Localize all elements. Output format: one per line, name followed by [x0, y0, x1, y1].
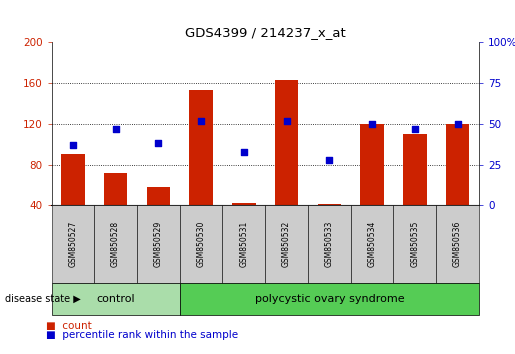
Text: GSM850527: GSM850527 [68, 221, 77, 267]
Text: GSM850530: GSM850530 [197, 221, 205, 268]
Bar [232, 203, 255, 205]
Bar [61, 154, 84, 205]
Text: GSM850528: GSM850528 [111, 221, 120, 267]
Point [197, 118, 205, 124]
Bar [104, 173, 127, 205]
Text: GSM850531: GSM850531 [239, 221, 248, 267]
Point [368, 121, 376, 127]
Bar [318, 204, 341, 205]
Point [111, 126, 119, 132]
Bar [403, 134, 426, 205]
Bar [275, 80, 298, 205]
Text: GSM850535: GSM850535 [410, 221, 419, 268]
Point [154, 141, 163, 146]
Text: ■  count: ■ count [46, 321, 92, 331]
Bar [190, 90, 213, 205]
Text: polycystic ovary syndrome: polycystic ovary syndrome [254, 294, 404, 304]
Text: GSM850529: GSM850529 [154, 221, 163, 267]
Text: disease state ▶: disease state ▶ [5, 294, 81, 304]
Text: GSM850532: GSM850532 [282, 221, 291, 267]
Bar [360, 124, 384, 205]
Bar [446, 124, 469, 205]
Text: GSM850533: GSM850533 [325, 221, 334, 268]
Point [240, 149, 248, 154]
Text: GSM850536: GSM850536 [453, 221, 462, 268]
Text: ■  percentile rank within the sample: ■ percentile rank within the sample [46, 330, 238, 339]
Point [325, 157, 334, 162]
Text: GSM850534: GSM850534 [368, 221, 376, 268]
Point [454, 121, 462, 127]
Point [68, 142, 77, 148]
Text: control: control [96, 294, 135, 304]
Title: GDS4399 / 214237_x_at: GDS4399 / 214237_x_at [185, 25, 346, 39]
Point [282, 118, 290, 124]
Point [411, 126, 419, 132]
Bar [147, 187, 170, 205]
